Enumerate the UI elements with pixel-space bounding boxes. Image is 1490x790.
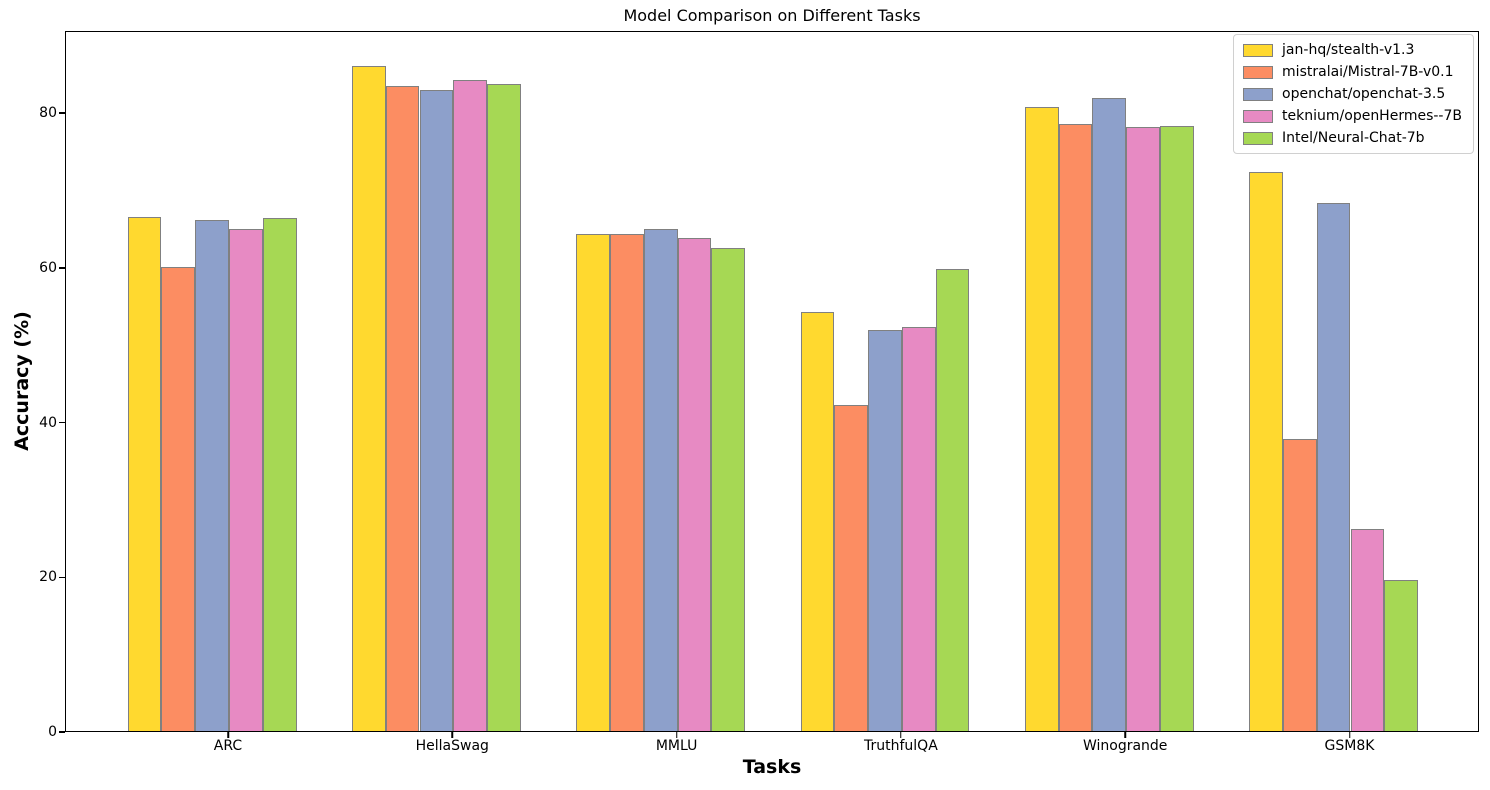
bar — [643, 228, 678, 731]
x-tick-label: GSM8K — [1324, 738, 1375, 754]
bar — [195, 220, 229, 731]
bar — [161, 266, 196, 731]
bar — [800, 311, 835, 731]
legend-label: mistralai/Mistral-7B-v0.1 — [1282, 64, 1454, 80]
legend-label: jan-hq/stealth-v1.3 — [1282, 42, 1415, 58]
legend-swatch-icon — [1243, 43, 1274, 57]
bar — [1160, 125, 1194, 731]
legend-label: teknium/openHermes--7B — [1282, 108, 1462, 124]
y-tick-mark — [59, 421, 65, 424]
x-tick-label: HellaSwag — [415, 738, 489, 754]
bar — [1350, 529, 1385, 731]
x-axis-label: Tasks — [742, 756, 802, 778]
y-tick-mark — [59, 112, 65, 114]
x-tick-mark — [675, 732, 678, 738]
bar — [1282, 438, 1317, 731]
bar — [453, 80, 488, 731]
chart-title: Model Comparison on Different Tasks — [623, 6, 921, 25]
bar — [1126, 126, 1160, 731]
legend-swatch-icon — [1243, 131, 1274, 145]
legend-entry: teknium/openHermes--7B — [1243, 108, 1462, 124]
y-tick-label: 0 — [48, 724, 57, 740]
y-tick-mark — [59, 576, 65, 578]
legend-swatch-icon — [1243, 87, 1274, 101]
bar — [576, 233, 610, 731]
legend-swatch-icon — [1243, 65, 1274, 79]
legend-label: openchat/openchat-3.5 — [1282, 86, 1446, 102]
legend: jan-hq/stealth-v1.3 mistralai/Mistral-7B-… — [1233, 34, 1474, 154]
bar — [868, 330, 902, 731]
bar — [262, 218, 297, 731]
bar — [1058, 124, 1093, 731]
bar — [1316, 202, 1351, 731]
bar — [229, 228, 263, 731]
y-tick-label: 80 — [39, 105, 57, 121]
x-tick-label: MMLU — [655, 738, 698, 754]
y-tick-label: 60 — [39, 259, 57, 276]
y-tick-mark — [59, 731, 65, 733]
bar — [610, 234, 644, 731]
bar — [127, 217, 162, 731]
x-tick-mark — [900, 732, 902, 738]
x-tick-mark — [227, 732, 229, 738]
bar — [677, 238, 712, 731]
bar — [834, 405, 869, 731]
plot-area: jan-hq/stealth-v1.3 mistralai/Mistral-7B-… — [65, 31, 1479, 732]
bar — [901, 327, 936, 731]
bar — [1092, 98, 1127, 731]
bar — [487, 84, 521, 731]
bar — [351, 65, 386, 731]
y-tick-mark — [59, 267, 65, 269]
bar — [1249, 172, 1283, 731]
x-tick-mark — [1124, 732, 1126, 738]
legend-swatch-icon — [1243, 109, 1274, 123]
y-tick-label: 40 — [39, 414, 57, 431]
x-tick-mark — [1348, 732, 1351, 738]
y-tick-label: 20 — [39, 569, 57, 586]
bar — [935, 269, 970, 731]
bar — [711, 248, 746, 731]
legend-entry: mistralai/Mistral-7B-v0.1 — [1243, 64, 1462, 80]
legend-entry: openchat/openchat-3.5 — [1243, 86, 1462, 102]
legend-entry: jan-hq/stealth-v1.3 — [1243, 42, 1462, 58]
legend-entry: Intel/Neural-Chat-7b — [1243, 130, 1462, 146]
legend-label: Intel/Neural-Chat-7b — [1282, 130, 1425, 146]
x-tick-mark — [451, 732, 454, 738]
x-tick-label: ARC — [213, 738, 243, 754]
bar — [419, 89, 454, 731]
bar — [1384, 580, 1419, 731]
x-tick-label: Winogrande — [1082, 738, 1168, 754]
x-tick-label: TruthfulQA — [864, 738, 938, 754]
bar — [1024, 106, 1059, 731]
bar — [385, 86, 420, 731]
